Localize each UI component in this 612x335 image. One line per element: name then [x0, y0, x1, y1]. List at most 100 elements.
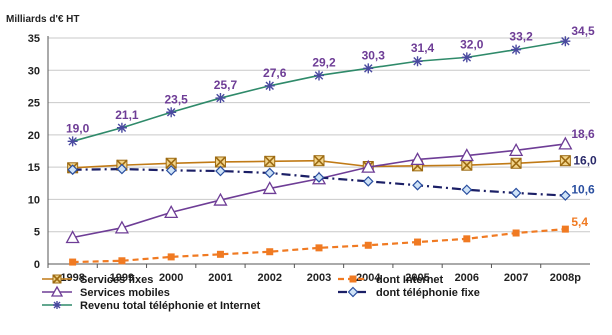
point-marker	[116, 163, 128, 175]
point-marker	[215, 93, 226, 104]
point-marker	[118, 257, 126, 265]
point-marker	[53, 301, 61, 309]
x-tick-label: 2005	[405, 272, 429, 284]
point-marker	[262, 181, 277, 195]
data-label: 33,2	[509, 30, 533, 44]
legend-item-3: dont Internet	[338, 274, 444, 286]
point-marker	[561, 225, 569, 233]
point-marker	[65, 230, 80, 244]
y-tick-label: 35	[28, 33, 40, 45]
series-3	[69, 225, 569, 266]
legend-item-2: Revenu total téléphonie et Internet	[42, 300, 261, 312]
point-marker	[560, 190, 571, 201]
point-marker	[412, 179, 423, 191]
point-marker	[459, 148, 474, 162]
point-marker	[313, 172, 325, 183]
grid	[48, 37, 590, 265]
legend-label: Services fixes	[80, 274, 153, 286]
data-label: 16,0	[573, 154, 597, 168]
point-marker	[512, 229, 520, 237]
point-marker	[560, 36, 571, 47]
point-marker	[166, 107, 177, 118]
point-marker	[216, 250, 224, 258]
point-marker-cross	[510, 157, 522, 169]
x-tick-label: 2006	[455, 272, 479, 284]
point-marker	[215, 165, 226, 177]
y-tick-label: 30	[28, 65, 40, 77]
point-marker-cross	[214, 156, 227, 168]
point-marker	[364, 241, 372, 249]
point-marker	[412, 56, 423, 67]
point-marker	[363, 63, 374, 74]
x-tick-label: 2002	[257, 272, 281, 284]
point-marker	[116, 122, 127, 133]
x-tick-label: 2004	[356, 272, 381, 284]
point-marker	[213, 192, 228, 206]
point-marker-cross	[264, 155, 276, 167]
point-marker-cross	[313, 155, 325, 167]
legend-label: dont Internet	[376, 274, 444, 286]
legend-item-4: dont téléphonie fixe	[338, 286, 480, 299]
data-label: 27,6	[263, 66, 287, 80]
point-marker	[266, 248, 274, 256]
legend-label: dont téléphonie fixe	[376, 287, 480, 299]
axes: 0 5 10 15 20 25 30 35 1998 1999 2000 2001 2002 2003 20…	[28, 33, 581, 284]
point-marker	[410, 152, 425, 166]
point-marker	[114, 220, 130, 234]
x-tick-label: 1998	[60, 272, 84, 284]
point-marker-cross	[559, 155, 571, 167]
data-label: 30,3	[362, 48, 386, 62]
data-label: 32,0	[460, 37, 484, 51]
x-tick-label: 1999	[110, 272, 134, 284]
point-marker	[558, 136, 573, 150]
point-marker	[510, 187, 522, 199]
point-marker	[463, 235, 471, 243]
point-marker	[362, 176, 374, 187]
point-marker	[361, 159, 376, 173]
series-1	[65, 136, 573, 244]
point-marker	[461, 184, 473, 196]
point-marker	[264, 167, 276, 179]
x-tick-label: 2000	[159, 272, 183, 284]
point-marker	[67, 164, 78, 176]
data-label: 23,5	[165, 92, 189, 106]
data-labels: 16,0 18,6 19,0 21,1 23,5 25,7 27,6 29,2 30,3 31,4…	[66, 24, 597, 229]
point-marker	[67, 136, 78, 147]
data-label: 21,1	[115, 108, 139, 122]
point-marker	[347, 286, 359, 298]
y-tick-label: 0	[34, 259, 40, 271]
legend-label: Services mobiles	[80, 287, 170, 299]
y-tick-label: 5	[34, 227, 40, 239]
point-marker	[69, 258, 77, 266]
point-marker	[349, 275, 357, 283]
legend-label: Revenu total téléphonie et Internet	[80, 300, 261, 312]
series-line	[72, 228, 566, 264]
series-2	[67, 36, 571, 147]
point-marker	[264, 80, 275, 91]
point-marker	[315, 244, 323, 252]
point-marker	[165, 165, 177, 176]
x-tick-label: 2008p	[550, 272, 581, 284]
point-marker	[414, 238, 422, 246]
data-label: 31,4	[411, 41, 435, 55]
data-label: 18,6	[571, 127, 595, 141]
x-tick-label: 2001	[208, 272, 232, 284]
y-tick-label: 25	[28, 98, 40, 110]
data-label: 10,6	[571, 183, 595, 197]
legend-item-0: Services fixes	[42, 274, 153, 286]
point-marker	[511, 44, 522, 55]
point-marker-cross	[52, 274, 62, 284]
point-marker	[461, 52, 472, 63]
point-marker-cross	[461, 159, 473, 171]
point-marker-cross	[165, 157, 177, 169]
y-tick-label: 10	[28, 194, 40, 206]
y-tick-label: 15	[28, 162, 40, 174]
point-marker	[314, 70, 324, 81]
x-tick-label: 2007	[504, 272, 528, 284]
series-line	[72, 167, 566, 197]
x-tick-label: 2003	[307, 272, 331, 284]
series-layer	[65, 36, 573, 266]
series-4	[67, 163, 571, 201]
data-label: 19,0	[66, 121, 90, 135]
